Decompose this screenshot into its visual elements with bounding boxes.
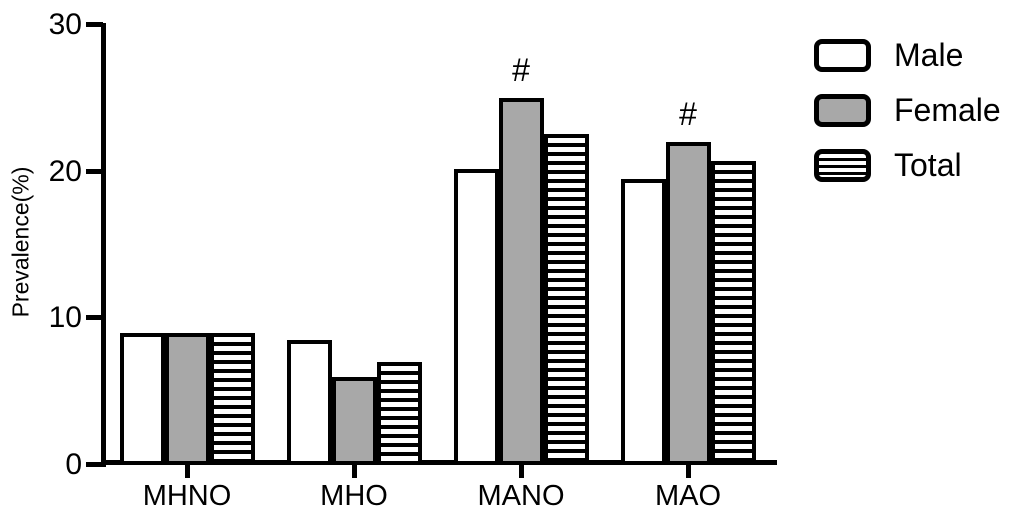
x-tick-label: MHNO [142,480,232,512]
y-tick-label: 20 [48,154,82,188]
male-swatch-icon [814,39,871,72]
x-axis-line [101,460,777,465]
x-axis-tick [685,465,691,478]
bar-female-mhno [164,333,210,465]
significance-marker: # [512,52,530,89]
x-axis-tick [351,465,357,478]
bar-male-mho [286,340,332,465]
bar-female-mao [665,142,711,465]
y-tick-label: 10 [48,301,82,335]
female-swatch-icon [814,94,871,127]
y-axis-tick [86,22,103,27]
bar-male-mao [620,179,666,465]
legend-label-total: Total [894,147,962,183]
legend: Male Female Total [814,37,1001,184]
legend-item-male: Male [814,37,1001,74]
legend-label-female: Female [894,92,1001,128]
y-axis-tick [86,462,103,467]
bar-total-mhno [209,333,255,465]
bar-female-mho [331,377,377,465]
y-axis-tick [86,315,103,321]
bar-total-mho [376,362,422,465]
legend-label-male: Male [894,37,964,73]
significance-marker: # [679,96,697,133]
y-axis-line [101,23,106,467]
bar-female-mano [498,98,544,465]
x-tick-label: MANO [477,480,565,512]
total-swatch-icon [814,149,871,182]
bar-total-mano [543,133,589,465]
x-tick-label: MHO [320,480,388,512]
bar-male-mhno [119,333,165,465]
y-tick-label: 0 [65,448,82,481]
x-tick-label: MAO [654,480,722,512]
bar-male-mano [453,168,499,465]
y-axis-tick [86,168,103,174]
x-axis-tick [518,465,524,478]
legend-item-total: Total [814,147,1001,184]
legend-item-female: Female [814,92,1001,129]
x-axis-tick [184,465,190,478]
y-tick-label: 30 [48,8,82,41]
bar-total-mao [710,161,756,465]
